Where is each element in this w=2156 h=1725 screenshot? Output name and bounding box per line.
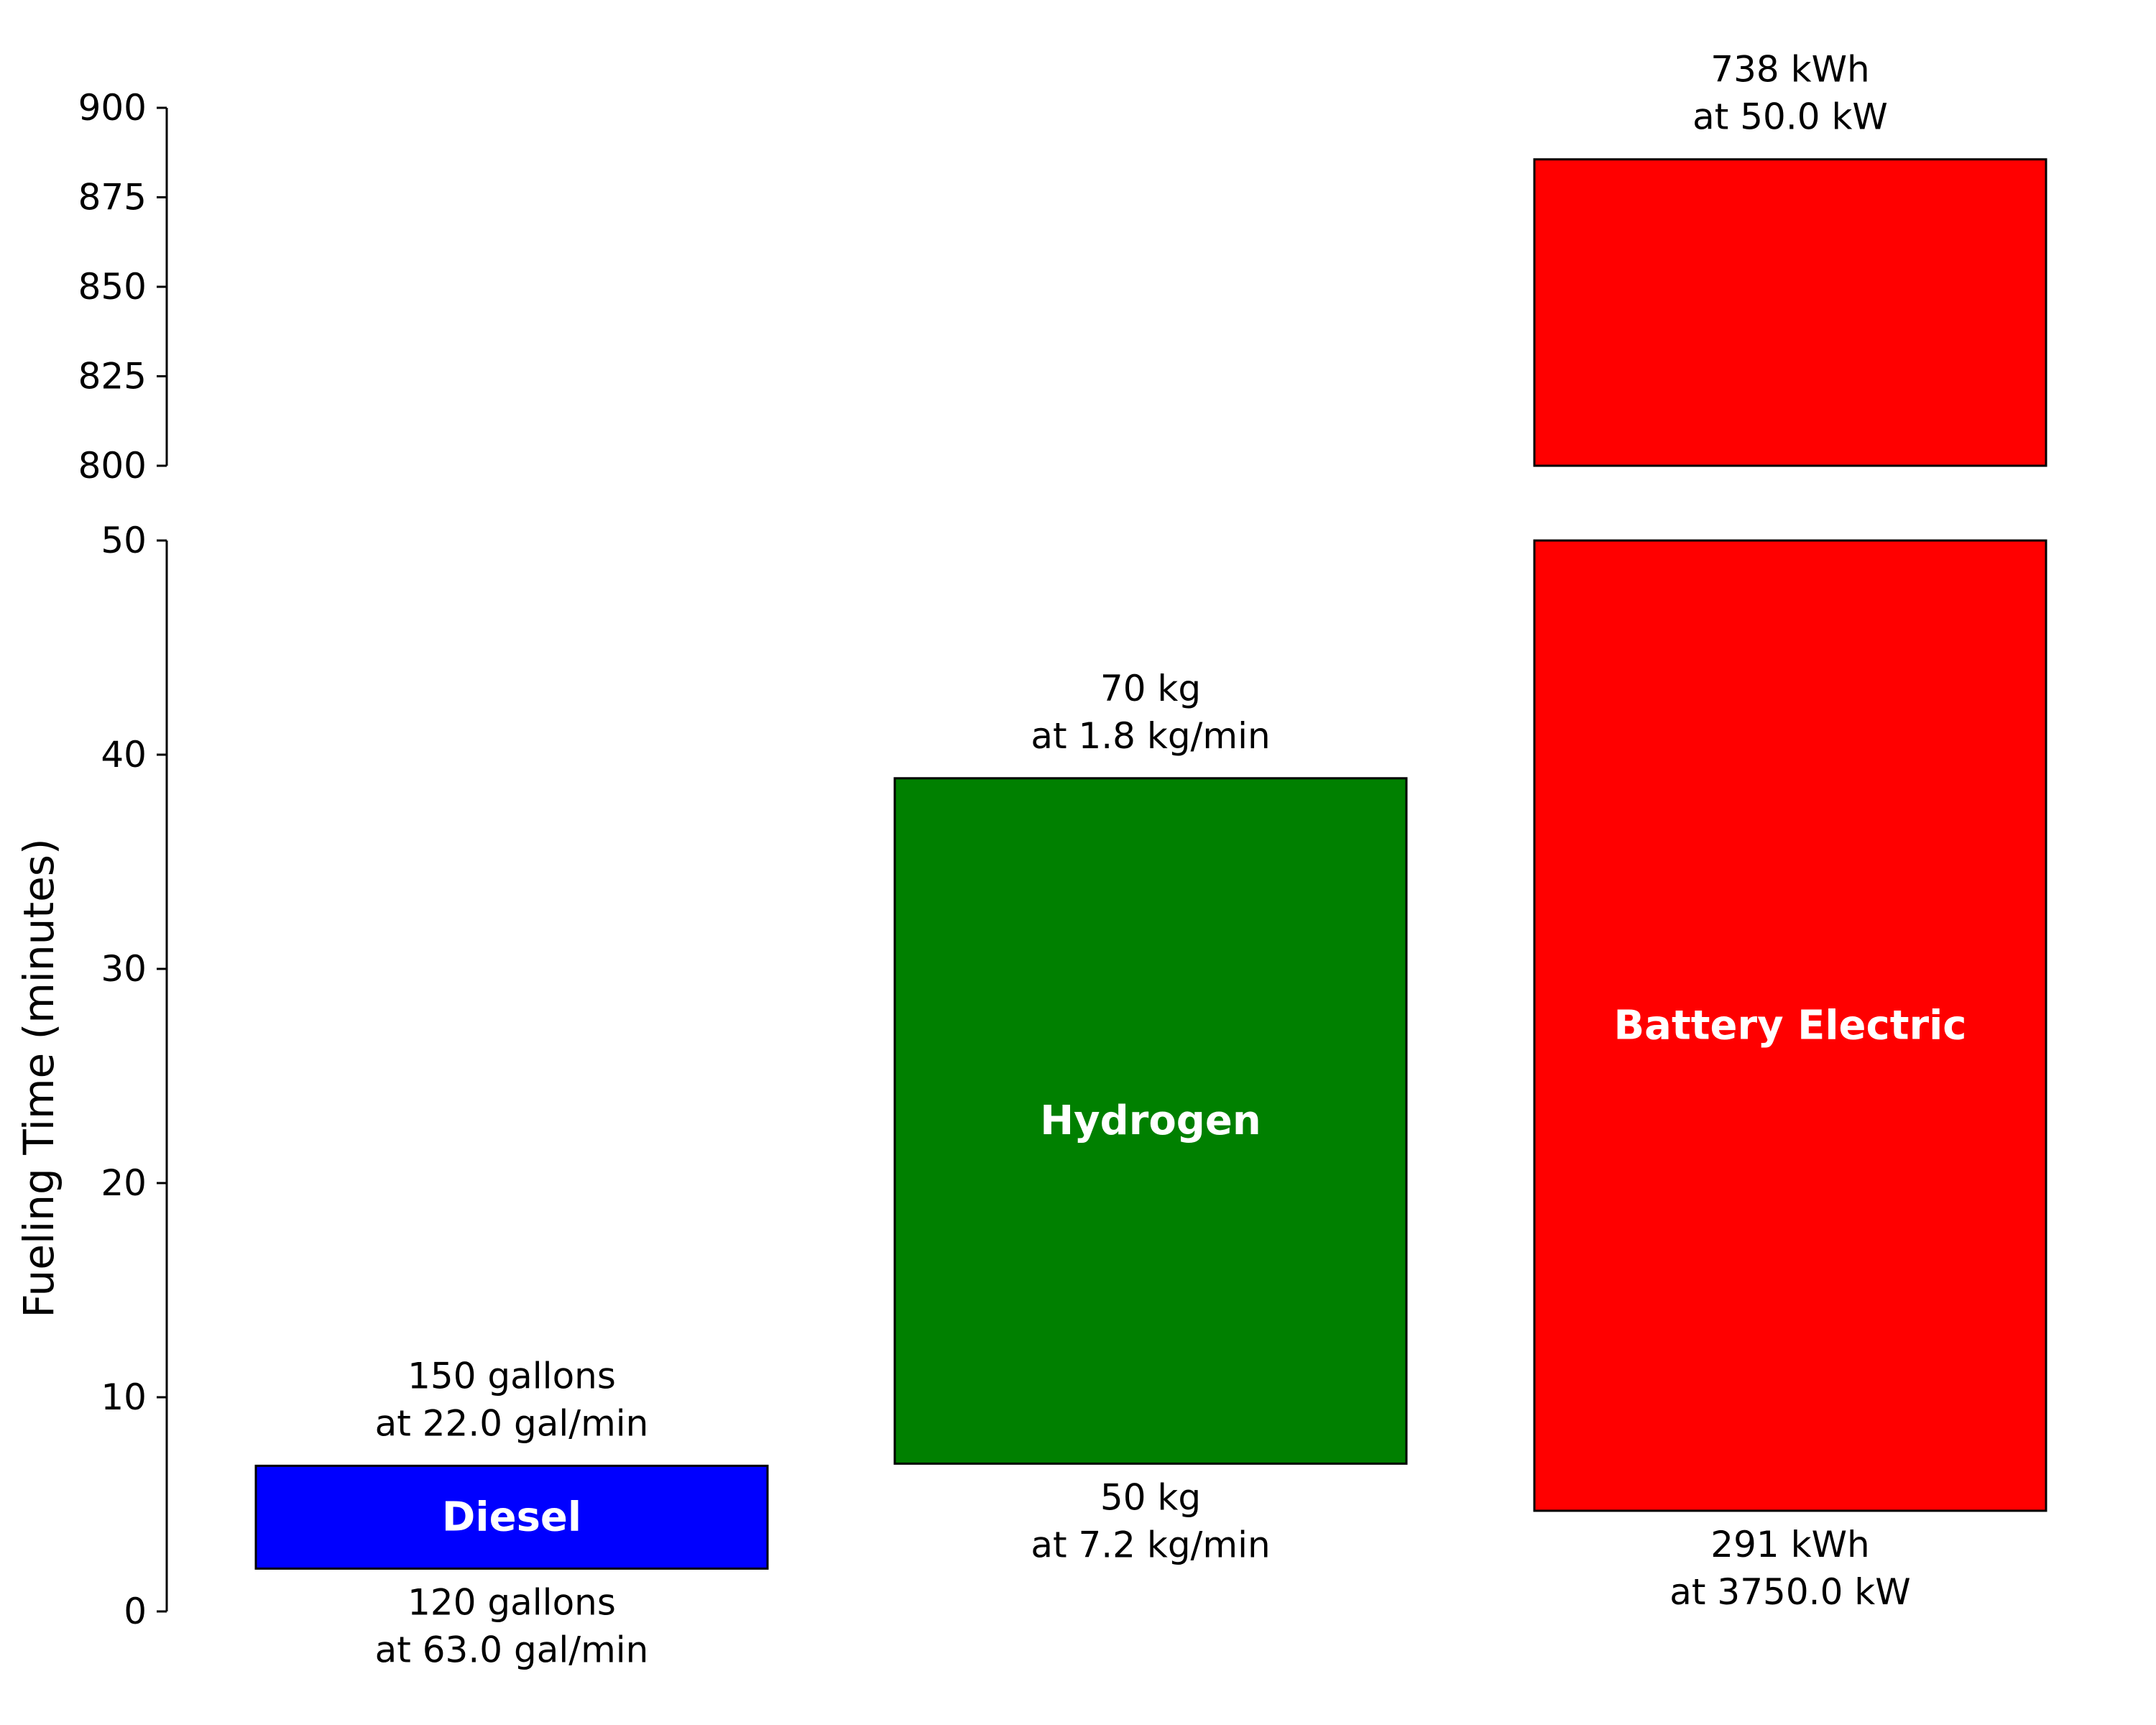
annotation-high-hydrogen: 70 kg	[1100, 668, 1201, 709]
annotation-low-diesel: 120 gallons	[407, 1581, 616, 1623]
annotation-low-battery-electric: at 3750.0 kW	[1669, 1571, 1910, 1613]
y-tick-label-lower: 0	[124, 1591, 147, 1632]
bar-label-battery-electric: Battery Electric	[1613, 1002, 1966, 1049]
labels-layer: Diesel 150 gallons at 22.0 gal/min 120 gall…	[375, 49, 1967, 1671]
y-axis-label: Fueling Time (minutes)	[14, 838, 63, 1317]
axes-layer: 0 10 20 30 40 50 800 825 850 875 900	[78, 87, 168, 1632]
annotation-low-diesel: at 63.0 gal/min	[375, 1629, 649, 1670]
annotation-high-hydrogen: at 1.8 kg/min	[1031, 715, 1270, 757]
annotation-low-battery-electric: 291 kWh	[1710, 1524, 1869, 1565]
bar-label-diesel: Diesel	[442, 1494, 581, 1540]
annotation-high-diesel: at 22.0 gal/min	[375, 1402, 649, 1444]
bar-battery-electric	[1533, 539, 2047, 1512]
bar-hydrogen	[893, 777, 1408, 1465]
bars-layer	[254, 158, 2047, 1570]
y-tick-label-upper: 850	[78, 266, 147, 308]
y-tick-label-lower: 30	[101, 948, 147, 990]
y-tick-label-lower: 20	[101, 1162, 147, 1204]
annotation-low-hydrogen: at 7.2 kg/min	[1031, 1524, 1270, 1565]
y-tick-label-lower: 40	[101, 734, 147, 776]
annotation-low-hydrogen: 50 kg	[1100, 1476, 1201, 1518]
y-tick-label-upper: 900	[78, 87, 147, 129]
y-tick-label-lower: 10	[101, 1376, 147, 1418]
annotation-high-battery-electric: 738 kWh	[1710, 49, 1869, 91]
y-tick-label-lower: 50	[101, 520, 147, 561]
y-tick-label-upper: 875	[78, 177, 147, 218]
y-tick-label-upper: 800	[78, 445, 147, 487]
bar-battery-electric-upper	[1533, 158, 2047, 467]
annotation-high-diesel: 150 gallons	[407, 1355, 616, 1397]
annotation-high-battery-electric: at 50.0 kW	[1692, 96, 1888, 138]
bar-diesel	[254, 1464, 769, 1570]
bar-label-hydrogen: Hydrogen	[1040, 1098, 1261, 1144]
y-tick-label-upper: 825	[78, 356, 147, 397]
